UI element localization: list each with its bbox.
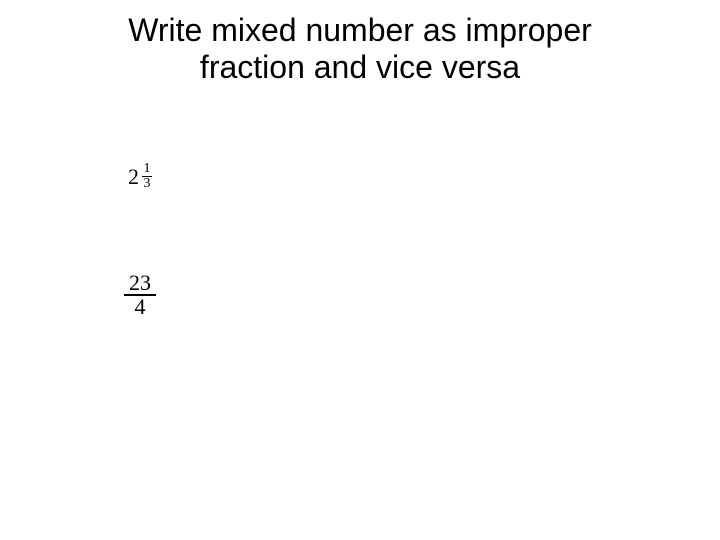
whole-part: 2 — [128, 164, 139, 190]
fraction: 23 4 — [124, 272, 156, 318]
fraction-part: 1 3 — [142, 162, 152, 191]
slide-title: Write mixed number as improper fraction … — [0, 12, 720, 86]
numerator: 23 — [129, 272, 151, 294]
title-line-2: fraction and vice versa — [200, 49, 520, 85]
numerator: 1 — [144, 162, 151, 176]
slide: { "title": { "line1": "Write mixed numbe… — [0, 0, 720, 540]
denominator: 3 — [144, 177, 151, 191]
title-line-1: Write mixed number as improper — [128, 12, 592, 48]
mixed-number-1: 2 1 3 — [128, 162, 152, 191]
denominator: 4 — [135, 296, 146, 318]
improper-fraction-1: 23 4 — [124, 272, 156, 318]
